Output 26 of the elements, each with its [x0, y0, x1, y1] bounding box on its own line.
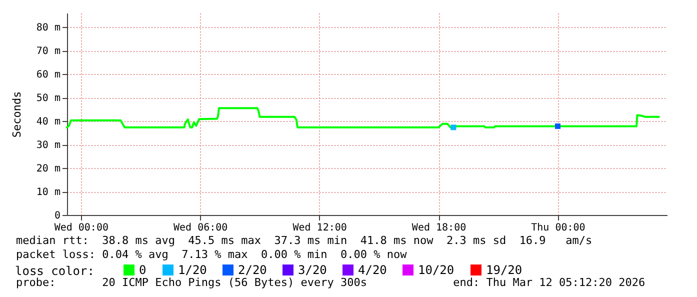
legend-label: 4/20 [358, 263, 387, 277]
y-tick-label: 0 [54, 210, 60, 222]
legend-title: loss color: [15, 264, 94, 278]
text: median rtt: 38.8 ms avg 45.5 ms max 37.3 ms min 41.8 ms now 2.3 ms sd 16.9 am/s [16, 234, 592, 248]
x-tick-label: Wed 06:00 [174, 222, 228, 234]
text: packet loss: 0.04 % avg 7.13 % max 0.00 % min 0.00 % now [16, 248, 407, 262]
y-tick-label: 20 m [36, 164, 60, 175]
y-tick-label: 50 m [36, 93, 60, 104]
legend-label: 19/20 [486, 263, 522, 277]
legend-label: 10/20 [418, 263, 454, 277]
legend-label: 3/20 [298, 263, 327, 277]
y-tick-label: 10 m [36, 187, 60, 198]
legend-label: 2/20 [238, 263, 267, 277]
x-tick-label: Wed 18:00 [412, 222, 466, 234]
x-tick-label: Thu 00:00 [531, 222, 586, 234]
y-tick-label: 40 m [36, 116, 60, 128]
y-tick-label: 30 m [36, 140, 60, 152]
y-tick-label: 70 m [36, 46, 60, 58]
x-tick-label: Wed 12:00 [292, 222, 347, 234]
y-tick-label: 80 m [36, 22, 60, 34]
y-axis-title: Seconds [10, 91, 24, 138]
legend-label: 1/20 [178, 263, 207, 277]
x-tick-label: Wed 00:00 [54, 222, 108, 234]
legend-label: 0 [139, 263, 146, 277]
text: probe: 20 ICMP Echo Pings (56 Bytes) every 300s end: Thu Mar 12 05:12:20 2026 [16, 276, 646, 290]
y-tick-label: 60 m [36, 70, 60, 81]
